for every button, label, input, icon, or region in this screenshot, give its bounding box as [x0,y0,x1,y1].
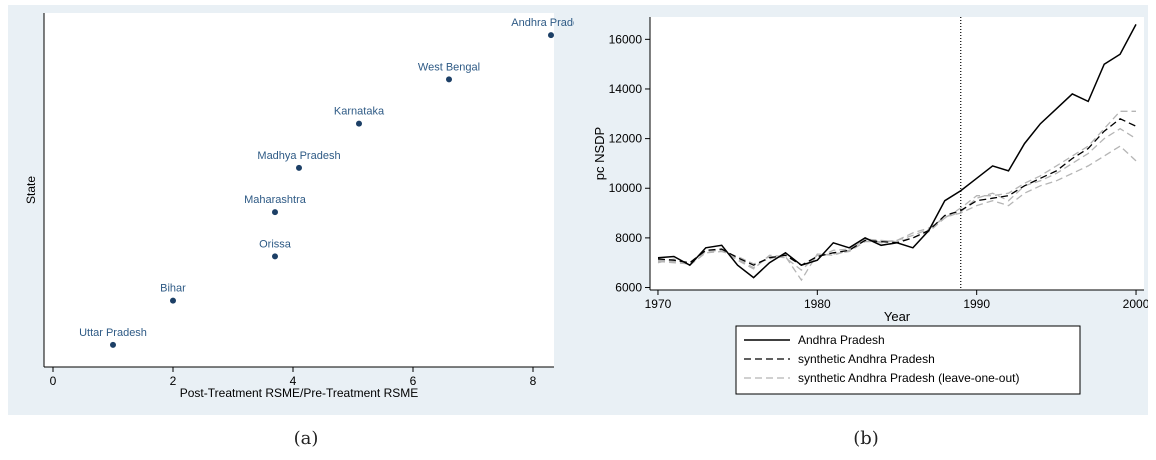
y-axis-label-a: State [24,176,38,204]
scatter-point [170,297,176,304]
chart-a-svg: 0 2 4 6 8 Post-Treatment RSME/Pre-Treatment R… [8,5,591,415]
series-line [657,127,1137,266]
x-tick-label-a: 4 [290,374,297,388]
y-tick-label-b: 10000 [609,181,643,195]
x-axis-label-b: Year [884,309,911,324]
scatter-point [548,32,554,39]
series-line [657,110,1136,282]
caption-a: (a) [293,428,319,449]
y-tick-label-b: 14000 [609,82,643,96]
point-label: Bihar [160,283,186,295]
chart-a-panel: 0 2 4 6 8 Post-Treatment RSME/Pre-Treatment R… [8,5,591,415]
x-tick-label-b: 1980 [804,297,831,311]
y-tick-label-b: 8000 [615,231,642,245]
x-tick-label-b: 2000 [1123,297,1148,311]
y-tick-label-b: 16000 [609,32,643,46]
y-tick-label-b: 12000 [609,132,643,146]
x-tick-label-a: 2 [170,374,177,388]
series-line [657,24,1137,279]
scatter-point [356,120,362,127]
legend-label: synthetic Andhra Pradesh [798,352,935,366]
point-label: Karnataka [334,106,385,118]
caption-b: (b) [853,428,879,449]
x-axis-label-a: Post-Treatment RSME/Pre-Treatment RSME [180,386,419,400]
scatter-point [272,209,278,216]
scatter-point [110,341,116,348]
point-label: Andhra Pradesh [511,17,574,29]
legend-label: Andhra Pradesh [798,333,885,347]
plot-b-area [650,17,1144,290]
chart-b-svg: 6000 8000 10000 12000 14000 16000 1970 1980 1990… [574,5,1150,415]
point-label: Uttar Pradesh [79,327,147,339]
chart-b-panel: 6000 8000 10000 12000 14000 16000 1970 1980 1990… [574,5,1150,415]
point-label: Maharashtra [244,194,307,206]
legend-label: synthetic Andhra Pradesh (leave-one-out) [798,371,1019,385]
plot-a-area [44,13,554,367]
x-tick-label-b: 1990 [963,297,990,311]
scatter-point [272,253,278,260]
point-label: Madhya Pradesh [257,150,340,162]
y-tick-label-b: 6000 [615,281,642,295]
x-tick-label-a: 6 [410,374,417,388]
point-label: Orissa [259,238,292,250]
y-axis-label-b: pc NSDP [592,127,607,180]
x-tick-label-a: 8 [530,374,537,388]
x-tick-label-b: 1970 [645,297,672,311]
series-line [657,145,1137,271]
x-tick-label-a: 0 [50,374,57,388]
legend-box [735,325,1081,395]
scatter-point [446,76,452,83]
point-label: West Bengal [418,61,480,73]
scatter-point [296,164,302,171]
